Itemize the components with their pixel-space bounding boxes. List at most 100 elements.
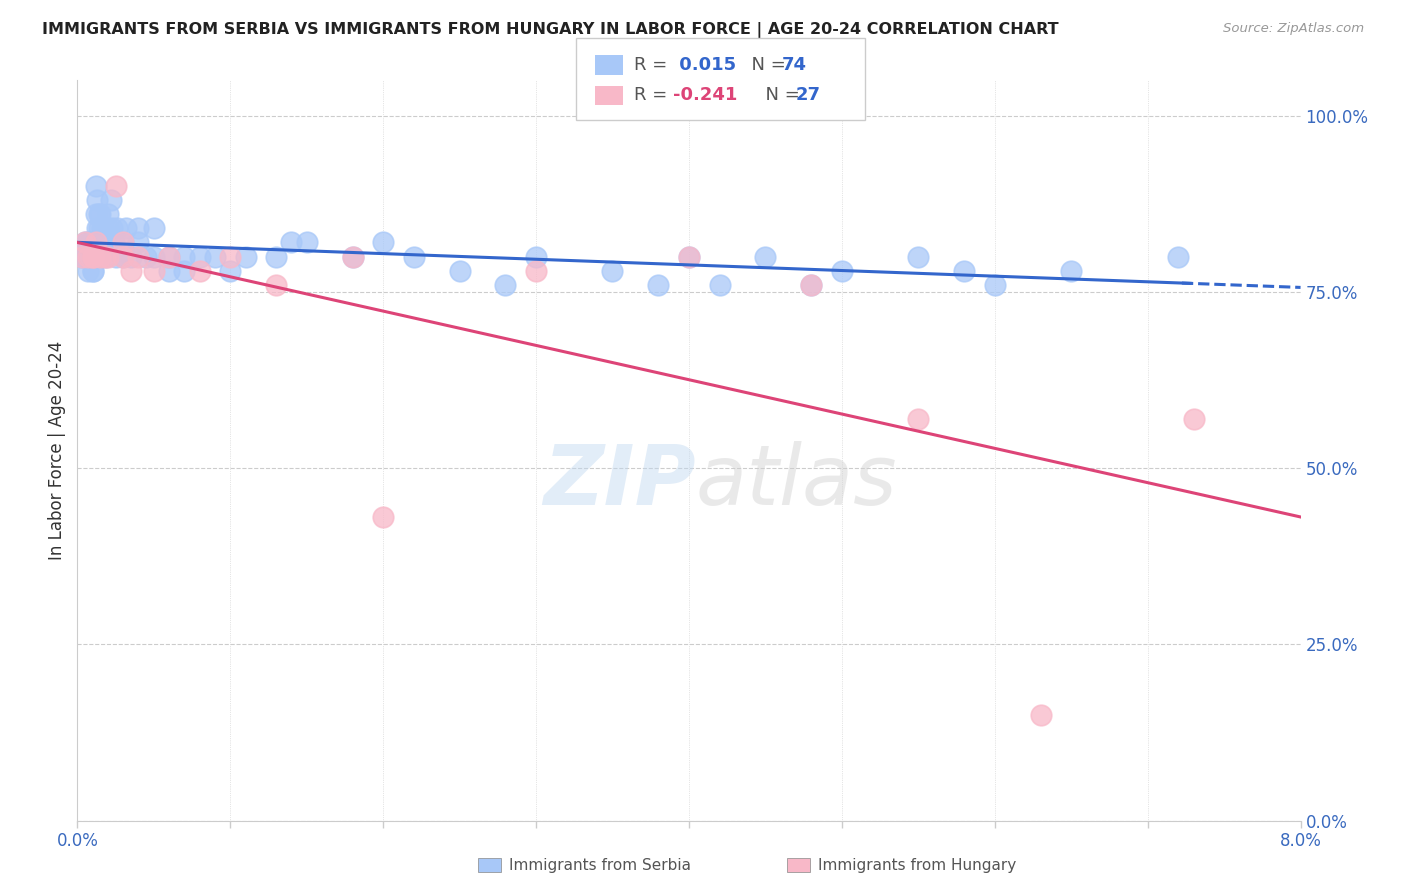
Point	[82, 250, 104, 264]
Point	[73, 235, 96, 250]
Text: 74: 74	[782, 56, 807, 74]
Point	[94, 250, 117, 264]
Point	[105, 221, 128, 235]
Point	[82, 235, 104, 250]
Point	[73, 235, 96, 250]
Point	[647, 277, 669, 292]
Point	[100, 193, 122, 207]
Point	[97, 207, 120, 221]
Point	[371, 510, 394, 524]
Point	[219, 263, 242, 277]
Point	[86, 221, 108, 235]
Point	[80, 250, 103, 264]
Point	[72, 250, 94, 264]
Point	[157, 250, 180, 264]
Point	[907, 250, 929, 264]
Point	[120, 250, 142, 264]
Point	[495, 277, 517, 292]
Point	[84, 179, 107, 194]
Point	[800, 277, 823, 292]
Point	[82, 263, 104, 277]
Point	[524, 263, 547, 277]
Point	[86, 193, 108, 207]
Point	[77, 263, 100, 277]
Point	[907, 411, 929, 425]
Point	[104, 250, 127, 264]
Point	[89, 235, 111, 250]
Text: ZIP: ZIP	[543, 442, 696, 522]
Text: R =: R =	[634, 87, 673, 104]
Point	[1182, 411, 1205, 425]
Point	[82, 250, 104, 264]
Point	[754, 250, 776, 264]
Point	[1060, 263, 1083, 277]
Point	[101, 221, 124, 235]
Point	[142, 250, 165, 264]
Point	[90, 221, 112, 235]
Point	[89, 207, 111, 221]
Point	[76, 250, 98, 264]
Text: Source: ZipAtlas.com: Source: ZipAtlas.com	[1223, 22, 1364, 36]
Point	[264, 277, 287, 292]
Point	[82, 250, 104, 264]
Point	[79, 235, 101, 250]
Text: N =: N =	[740, 56, 792, 74]
Text: Immigrants from Hungary: Immigrants from Hungary	[818, 858, 1017, 872]
Point	[142, 263, 165, 277]
Text: Immigrants from Serbia: Immigrants from Serbia	[509, 858, 690, 872]
Point	[87, 221, 110, 235]
Point	[82, 250, 104, 264]
Point	[984, 277, 1007, 292]
Point	[128, 221, 150, 235]
Point	[280, 235, 302, 250]
Point	[84, 235, 107, 250]
Point	[173, 263, 195, 277]
Point	[188, 250, 211, 264]
Text: IMMIGRANTS FROM SERBIA VS IMMIGRANTS FROM HUNGARY IN LABOR FORCE | AGE 20-24 COR: IMMIGRANTS FROM SERBIA VS IMMIGRANTS FRO…	[42, 22, 1059, 38]
Point	[97, 221, 120, 235]
Point	[371, 235, 394, 250]
Point	[709, 277, 731, 292]
Point	[84, 207, 107, 221]
Point	[342, 250, 364, 264]
Point	[112, 250, 135, 264]
Point	[219, 250, 242, 264]
Point	[76, 235, 98, 250]
Point	[82, 263, 104, 277]
Text: atlas: atlas	[696, 442, 897, 522]
Point	[449, 263, 471, 277]
Point	[79, 250, 101, 264]
Point	[204, 250, 226, 264]
Point	[1029, 707, 1052, 722]
Point	[800, 277, 823, 292]
Point	[112, 235, 135, 250]
Point	[173, 250, 195, 264]
Text: -0.241: -0.241	[673, 87, 738, 104]
Point	[1167, 250, 1189, 264]
Point	[188, 263, 211, 277]
Point	[402, 250, 425, 264]
Point	[91, 221, 114, 235]
Point	[128, 250, 150, 264]
Point	[70, 250, 93, 264]
Point	[120, 263, 142, 277]
Point	[87, 207, 110, 221]
Point	[112, 235, 135, 250]
Point	[104, 179, 127, 194]
Point	[953, 263, 976, 277]
Point	[112, 250, 135, 264]
Point	[94, 250, 117, 264]
Point	[82, 250, 104, 264]
Point	[235, 250, 257, 264]
Point	[342, 250, 364, 264]
Point	[157, 250, 180, 264]
Point	[97, 250, 120, 264]
Point	[524, 250, 547, 264]
Point	[89, 250, 111, 264]
Point	[295, 235, 318, 250]
Point	[128, 235, 150, 250]
Point	[142, 221, 165, 235]
Point	[135, 250, 157, 264]
Y-axis label: In Labor Force | Age 20-24: In Labor Force | Age 20-24	[48, 341, 66, 560]
Point	[602, 263, 624, 277]
